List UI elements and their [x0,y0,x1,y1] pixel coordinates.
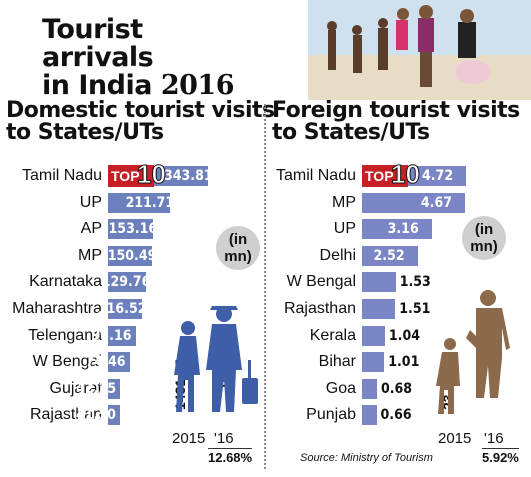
domestic-category-label: Maharashtra [12,300,102,317]
foreign-bar-value: 1.01 [388,354,420,371]
domestic-category-label: Telengana [28,326,102,344]
foreign-bar [362,192,465,213]
title-line-2: in India [42,70,152,101]
domestic-unit-circle: (in mn) [216,226,260,270]
foreign-bar [362,325,385,346]
domestic-bar-value: 95.16 [91,327,132,344]
panel-divider [264,104,266,469]
title-line-1: Tourist arrivals [42,14,154,73]
foreign-title-line-1: Foreign tourist visits [272,98,520,123]
foreign-category-label: Goa [325,379,356,397]
domestic-top10-badge: TOP 10 [108,159,166,190]
source-note: Source: Ministry of Tourism [300,452,433,464]
domestic-category-label: W Bengal [32,353,102,371]
domestic-tourists-figure [174,306,258,412]
foreign-bar [362,299,396,319]
domestic-category-label: Karnataka [29,273,102,291]
foreign-bar-value: 1.04 [388,327,420,344]
foreign-bar [362,272,396,293]
foreign-title-line-2: to States/UTs [272,120,430,145]
foreign-bar-value: 0.68 [380,380,413,397]
domestic-bar [108,325,136,346]
tourists-photo [308,0,531,100]
foreign-bar [362,378,377,399]
domestic-bar-value: 116.52 [97,301,147,317]
foreign-top10-badge: TOP 10 [362,159,420,190]
domestic-bar-value: 42.25 [76,380,117,397]
domestic-panel-title: Domestic tourist visits to States/UTs [6,100,275,144]
domestic-bar [108,245,152,266]
domestic-title-line-2: to States/UTs [6,120,164,145]
foreign-unit-line-2: mn) [470,238,498,255]
foreign-year-2015-label: 2015 [438,430,472,447]
foreign-bar-value: 4.67 [420,194,452,211]
foreign-bar-value: 3.16 [387,221,419,238]
foreign-category-label: Rajasthan [283,300,356,317]
foreign-category-label: Tamil Nadu [275,167,356,184]
domestic-bar-value: 343.81 [164,168,213,184]
domestic-unit-line-2: mn) [224,248,252,265]
domestic-bar [108,299,142,319]
domestic-bar [108,405,121,426]
main-title: Tourist arrivals in India 2016 [42,16,262,100]
foreign-unit-line-1: (in [474,221,494,238]
foreign-category-label: MP [332,193,356,211]
foreign-badge-text: TOP [365,168,394,184]
foreign-bar [362,352,385,373]
domestic-bar [108,219,153,240]
domestic-bar [108,192,170,213]
domestic-growth-percent: 12.68% [208,448,253,465]
foreign-growth-percent: 5.92% [482,448,519,465]
foreign-category-label: UP [333,220,356,238]
foreign-bar [362,219,432,240]
domestic-category-label: Rajasthan [29,406,102,424]
domestic-year-2015-label: 2015 [172,430,206,447]
domestic-bar [108,272,146,293]
foreign-bar [362,245,418,266]
domestic-year-2016-label: '16 [214,430,234,447]
domestic-bar-value: 41.50 [76,407,116,424]
foreign-category-label: Bihar [318,353,356,371]
foreign-bar-value: 2.52 [373,247,405,264]
domestic-bar [108,352,130,373]
domestic-category-label: UP [79,193,102,211]
foreign-category-label: Punjab [306,406,356,424]
foreign-category-label: Kerala [309,326,356,344]
foreign-bar [362,405,377,426]
foreign-bar-value: 0.66 [380,407,412,424]
domestic-badge-text: TOP [111,168,140,184]
domestic-category-label: Gujarat [49,379,102,397]
domestic-unit-line-1: (in [228,231,248,248]
domestic-bar-value: 129.76 [101,274,151,291]
domestic-title-line-1: Domestic tourist visits [6,98,275,123]
domestic-bar-value: 211.71 [125,194,175,211]
foreign-bar-value: 4.72 [422,168,454,184]
domestic-bar-value: 153.16 [108,221,158,238]
foreign-bar-value: 1.53 [399,274,431,291]
domestic-badge-number: 10 [137,159,167,190]
domestic-category-label: MP [78,246,102,264]
title-year: 2016 [160,70,235,101]
foreign-bar-value: 1.51 [399,301,431,317]
foreign-year-2016-label: '16 [484,430,504,447]
foreign-unit-circle: (in mn) [462,216,506,260]
foreign-panel-title: Foreign tourist visits to States/UTs [272,100,520,144]
foreign-badge-number: 10 [391,159,421,190]
domestic-bar-value: 74.46 [85,354,126,371]
domestic-category-label: Tamil Nadu [21,167,102,184]
domestic-bar-value: 150.49 [107,247,157,264]
domestic-category-label: AP [80,220,102,238]
foreign-tourists-figure [436,290,510,414]
domestic-bar [108,378,121,399]
foreign-category-label: W Bengal [286,273,356,291]
foreign-category-label: Delhi [319,246,356,264]
